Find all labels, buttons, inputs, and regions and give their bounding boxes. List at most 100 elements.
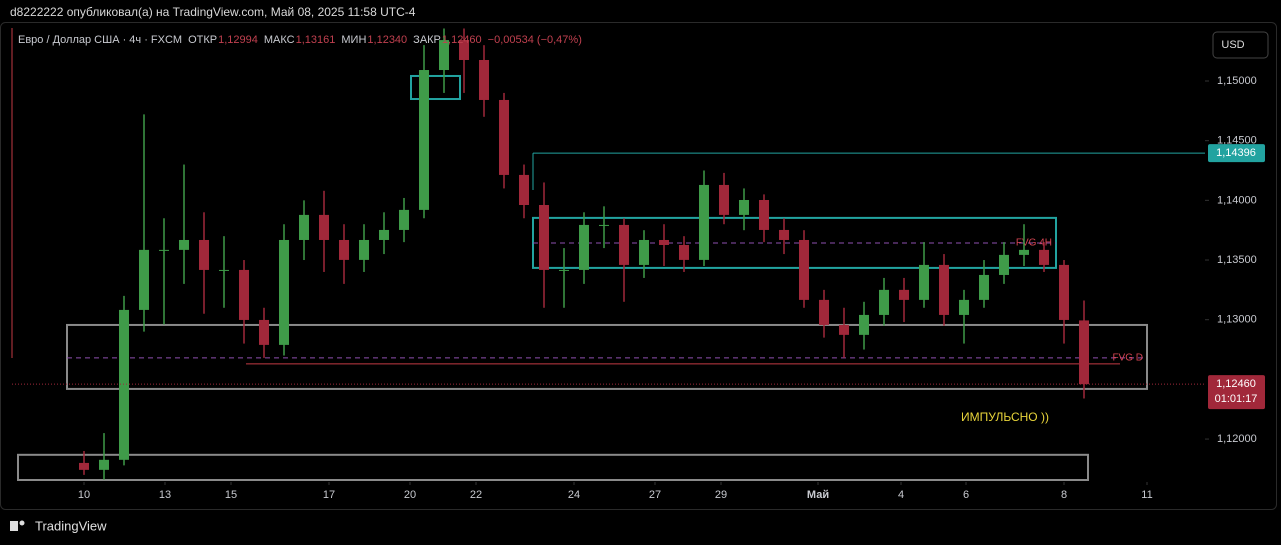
zone xyxy=(66,323,1148,390)
level-label: FVG D xyxy=(1112,353,1143,364)
x-tick-label: 29 xyxy=(715,489,727,501)
x-tick-label: 27 xyxy=(649,489,661,501)
candle-body xyxy=(999,254,1009,275)
legend: Евро / Доллар США · 4ч · FXCM ОТКР1,12994… xyxy=(18,34,588,46)
candle-body xyxy=(259,319,269,345)
candle-body xyxy=(719,184,729,215)
x-tick-label: 17 xyxy=(323,489,335,501)
annotation: ИМПУЛЬСНО )) xyxy=(961,410,1049,424)
legend-label: ОТКР xyxy=(188,34,218,46)
x-tick-label: Май xyxy=(807,489,829,501)
candle-body xyxy=(619,224,629,265)
legend-label: МАКС xyxy=(263,34,295,46)
x-tick-label: 22 xyxy=(470,489,482,501)
candle-body xyxy=(479,59,489,100)
candle-body xyxy=(979,274,989,300)
candle-body xyxy=(899,289,909,300)
candle-body xyxy=(179,239,189,250)
candle-body xyxy=(839,324,849,335)
candle-body xyxy=(559,269,569,271)
logo-icon xyxy=(10,521,18,531)
button-label[interactable]: USD xyxy=(1221,39,1244,51)
x-tick-label: 11 xyxy=(1141,489,1152,501)
candle-body xyxy=(359,239,369,260)
candle-body xyxy=(319,214,329,240)
candle-body xyxy=(819,299,829,325)
candle-body xyxy=(799,239,809,300)
price-badge-label: 1,14396 xyxy=(1216,147,1256,159)
button-box[interactable] xyxy=(1212,31,1269,59)
candle-body xyxy=(779,229,789,240)
y-tick-label: 1,13000 xyxy=(1217,314,1257,326)
candle-body xyxy=(699,184,709,260)
zone xyxy=(410,74,461,101)
x-tick-label: 4 xyxy=(898,489,904,501)
legend-symbol: Евро / Доллар США · 4ч · FXCM xyxy=(18,34,183,46)
legend-value: 1,13161 xyxy=(295,34,336,46)
candle-body xyxy=(959,299,969,315)
candle-body xyxy=(239,269,249,320)
y-tick-label: 1,14500 xyxy=(1217,135,1257,147)
candle-body xyxy=(119,309,129,460)
logo-text: TradingView xyxy=(35,518,107,533)
legend-change: −0,00534 (−0,47%) xyxy=(487,34,582,46)
candle-body xyxy=(879,289,889,315)
candle-body xyxy=(1039,249,1049,265)
candle-body xyxy=(519,174,529,206)
y-tick-label: 1,14000 xyxy=(1217,194,1257,206)
x-tick-label: 15 xyxy=(225,489,237,501)
candle-body xyxy=(679,244,689,260)
candle-body xyxy=(859,314,869,335)
y-tick-label: 1,15000 xyxy=(1217,75,1257,87)
candle-body xyxy=(99,459,109,470)
x-tick-label: 24 xyxy=(568,489,580,501)
candle-body xyxy=(599,224,609,226)
y-tick-label: 1,12000 xyxy=(1217,433,1257,445)
chart-frame xyxy=(0,22,1277,510)
logo: TradingView xyxy=(10,518,107,533)
currency-button[interactable]: USD xyxy=(1212,31,1269,59)
legend-label: МИН xyxy=(341,34,367,46)
logo-icon xyxy=(19,520,25,526)
legend-value: 1,12340 xyxy=(367,34,408,46)
y-tick-label: 1,13500 xyxy=(1217,254,1257,266)
candle-body xyxy=(299,214,309,240)
candle-body xyxy=(759,199,769,230)
price-badge xyxy=(1208,144,1265,163)
candle-body xyxy=(79,462,89,470)
legend-label: ЗАКР xyxy=(413,34,441,46)
candle-body xyxy=(339,239,349,260)
candle-body xyxy=(219,269,229,271)
candle-body xyxy=(379,229,389,240)
candle-body xyxy=(419,70,429,210)
candle-body xyxy=(579,224,589,270)
legend-value: 1,12994 xyxy=(218,34,258,46)
zone xyxy=(17,453,1089,481)
candle-body xyxy=(139,249,149,310)
candle-body xyxy=(739,199,749,215)
header: d8222222 опубликовал(а) на TradingView.c… xyxy=(10,5,416,19)
candle-body xyxy=(939,264,949,315)
legend-value: 1,12460 xyxy=(441,34,482,46)
candle-body xyxy=(279,239,289,345)
candle-body xyxy=(1019,249,1029,255)
x-tick-label: 13 xyxy=(159,489,171,501)
candle-body xyxy=(439,40,449,71)
level-label: FVG 4H xyxy=(1016,238,1052,249)
candle-body xyxy=(159,249,169,251)
x-tick-label: 6 xyxy=(963,489,969,501)
last-price-badge xyxy=(1208,375,1265,410)
candle-body xyxy=(399,209,409,230)
candle-body xyxy=(639,239,649,265)
candle-body xyxy=(1079,320,1089,385)
candle-body xyxy=(1059,264,1069,320)
x-tick-label: 10 xyxy=(78,489,90,501)
candle-body xyxy=(459,40,469,60)
candle-body xyxy=(539,205,549,270)
candle-body xyxy=(499,99,509,175)
candle-body xyxy=(199,239,209,270)
x-tick-label: 20 xyxy=(404,489,416,501)
last-price-label: 1,12460 xyxy=(1216,378,1256,390)
